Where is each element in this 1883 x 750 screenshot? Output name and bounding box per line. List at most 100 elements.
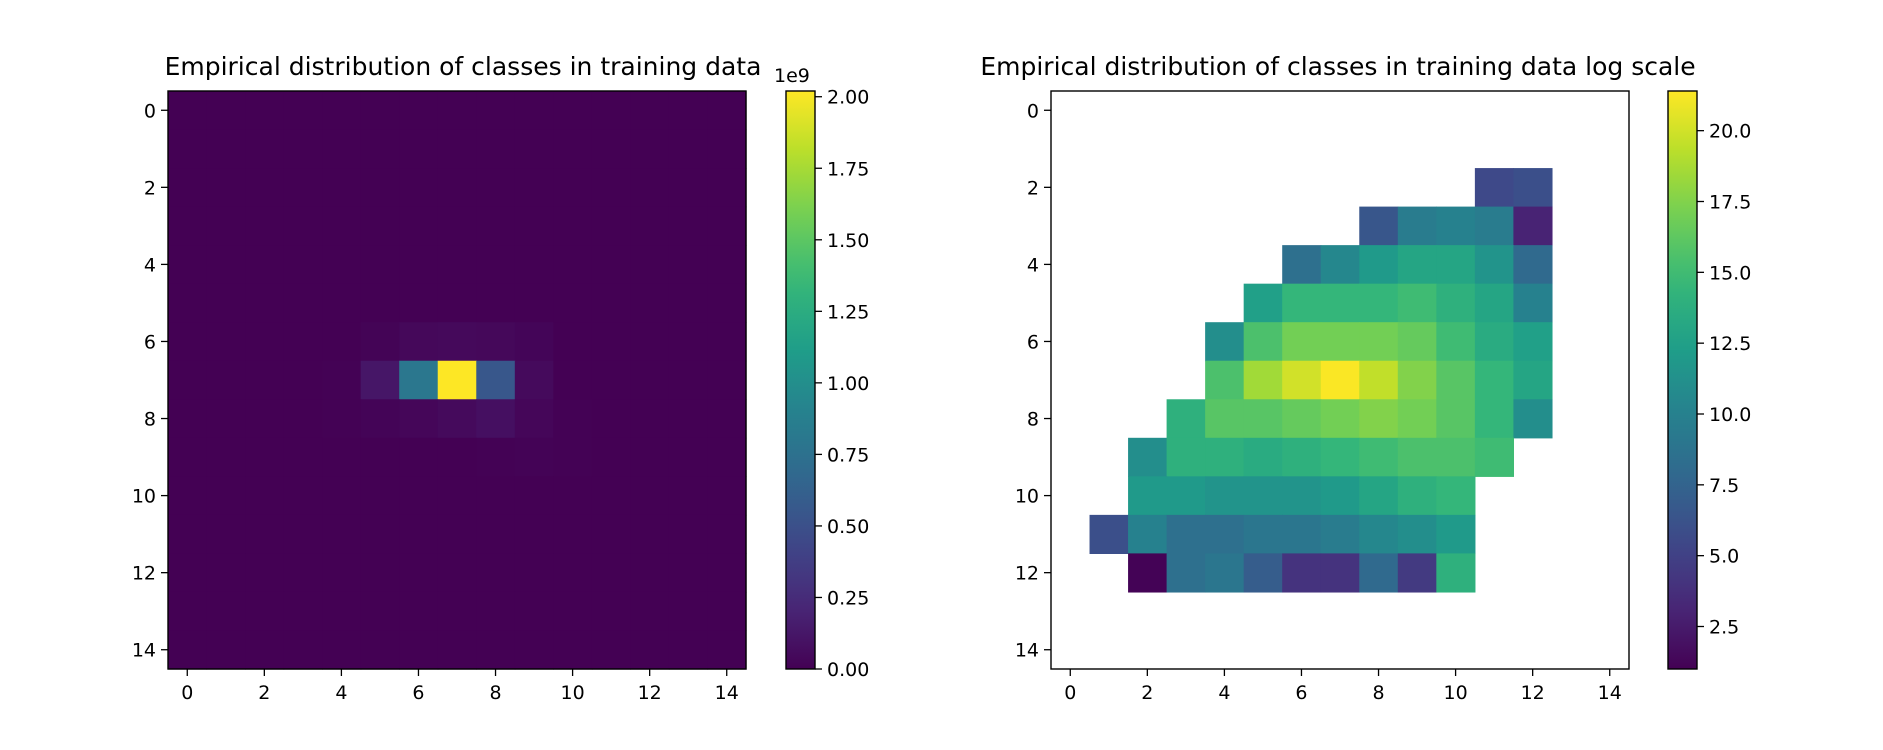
heatmap-cell — [360, 514, 400, 554]
heatmap-cell — [668, 476, 709, 516]
heatmap-cell — [514, 514, 554, 554]
heatmap-cell — [1474, 168, 1514, 208]
heatmap-cell — [630, 360, 670, 400]
x-tick-label: 2 — [258, 682, 270, 704]
panel-1-colorbar: 0.00 0.25 0.50 0.75 1.00 1.25 1.50 1.75 2.00 1e9 — [774, 65, 869, 681]
heatmap-cell — [630, 168, 670, 208]
heatmap-cell — [1320, 399, 1360, 439]
heatmap-cell — [591, 476, 631, 516]
heatmap-cell — [322, 129, 362, 169]
heatmap-cell — [206, 476, 246, 516]
heatmap-cell — [553, 399, 593, 439]
heatmap-cell — [283, 168, 323, 208]
panel-1-heatmap — [168, 91, 747, 670]
heatmap-cell — [360, 553, 400, 593]
heatmap-cell — [553, 437, 593, 477]
panel-1-colorbar-offset-label: 1e9 — [774, 65, 810, 87]
heatmap-cell — [1474, 437, 1514, 477]
heatmap-cell — [668, 437, 709, 477]
heatmap-cell — [399, 476, 439, 516]
heatmap-cell — [1205, 322, 1245, 362]
heatmap-cell — [437, 129, 477, 169]
heatmap-cell — [437, 206, 477, 246]
heatmap-cell — [283, 245, 323, 285]
x-tick-label: 14 — [715, 682, 739, 704]
heatmap-cell — [630, 283, 670, 323]
heatmap-cell — [283, 476, 323, 516]
colorbar-tick-label: 0.25 — [827, 587, 869, 609]
heatmap-cell — [514, 630, 554, 670]
heatmap-cell — [360, 476, 400, 516]
heatmap-cell — [283, 630, 323, 670]
heatmap-cell — [168, 283, 208, 323]
heatmap-cell — [206, 206, 246, 246]
colorbar-tick-label: 12.5 — [1709, 333, 1751, 355]
heatmap-cell — [245, 91, 285, 131]
heatmap-cell — [283, 437, 323, 477]
heatmap-cell — [322, 399, 362, 439]
heatmap-cell — [1166, 437, 1206, 477]
heatmap-cell — [322, 168, 362, 208]
x-tick-label: 6 — [412, 682, 424, 704]
heatmap-cell — [707, 553, 747, 593]
heatmap-cell — [476, 322, 516, 362]
heatmap-cell — [322, 206, 362, 246]
x-tick-label: 2 — [1141, 682, 1153, 704]
heatmap-cell — [476, 360, 516, 400]
heatmap-cell — [1320, 322, 1360, 362]
heatmap-cell — [1397, 283, 1437, 323]
heatmap-cell — [360, 591, 400, 632]
panel-2-heatmap — [1089, 168, 1553, 593]
heatmap-cell — [1359, 399, 1399, 439]
heatmap-cell — [514, 399, 554, 439]
heatmap-cell — [1243, 437, 1283, 477]
heatmap-cell — [553, 360, 593, 400]
heatmap-cell — [591, 245, 631, 285]
heatmap-cell — [1320, 245, 1360, 285]
heatmap-cell — [707, 322, 747, 362]
heatmap-cell — [1474, 206, 1514, 246]
heatmap-cell — [1513, 360, 1553, 400]
heatmap-cell — [514, 322, 554, 362]
heatmap-cell — [1243, 476, 1283, 516]
y-tick-label: 6 — [1027, 331, 1039, 353]
heatmap-cell — [668, 360, 709, 400]
heatmap-cell — [707, 91, 747, 131]
heatmap-cell — [668, 245, 709, 285]
heatmap-cell — [168, 91, 208, 131]
heatmap-cell — [360, 322, 400, 362]
heatmap-cell — [707, 630, 747, 670]
heatmap-cell — [1166, 514, 1206, 554]
heatmap-cell — [707, 399, 747, 439]
heatmap-cell — [245, 476, 285, 516]
heatmap-cell — [1359, 514, 1399, 554]
heatmap-cell — [1205, 399, 1245, 439]
heatmap-cell — [322, 322, 362, 362]
heatmap-cell — [630, 476, 670, 516]
heatmap-cell — [399, 553, 439, 593]
heatmap-cell — [283, 322, 323, 362]
heatmap-cell — [591, 322, 631, 362]
heatmap-cell — [1243, 322, 1283, 362]
heatmap-cell — [1320, 514, 1360, 554]
heatmap-cell — [168, 630, 208, 670]
heatmap-cell — [360, 399, 400, 439]
heatmap-cell — [168, 206, 208, 246]
y-tick-label: 12 — [1015, 563, 1039, 585]
x-tick-label: 4 — [335, 682, 347, 704]
colorbar-tick-label: 2.5 — [1709, 617, 1739, 639]
heatmap-cell — [1282, 283, 1322, 323]
panel-2-colorbar: 2.5 5.0 7.5 10.0 12.5 15.0 17.5 20.0 — [1667, 90, 1751, 670]
heatmap-cell — [514, 129, 554, 169]
heatmap-cell — [1436, 399, 1476, 439]
heatmap-cell — [360, 91, 400, 131]
heatmap-cell — [1243, 514, 1283, 554]
heatmap-cell — [630, 399, 670, 439]
heatmap-cell — [707, 437, 747, 477]
heatmap-cell — [1474, 360, 1514, 400]
heatmap-cell — [1359, 206, 1399, 246]
heatmap-cell — [476, 91, 516, 131]
heatmap-cell — [1205, 553, 1245, 593]
heatmap-cell — [245, 437, 285, 477]
heatmap-cell — [245, 514, 285, 554]
